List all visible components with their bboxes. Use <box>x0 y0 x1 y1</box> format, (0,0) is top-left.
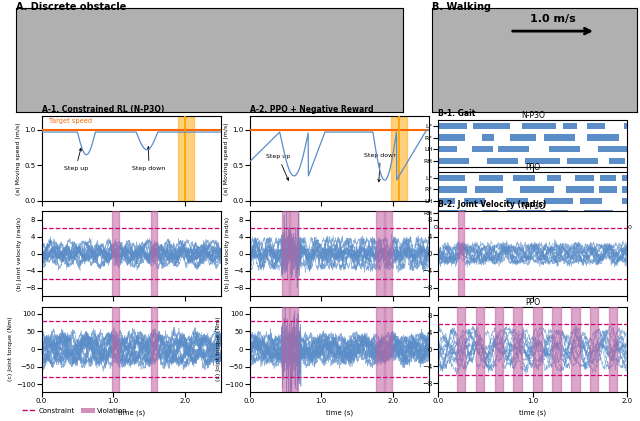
Bar <box>522 123 556 129</box>
Bar <box>112 306 118 392</box>
Text: Step down: Step down <box>132 147 166 171</box>
Bar <box>571 306 580 392</box>
Bar <box>506 198 528 204</box>
Bar <box>545 134 575 141</box>
Bar <box>580 198 602 204</box>
Bar <box>508 210 545 216</box>
Bar <box>623 123 627 129</box>
Bar <box>458 211 464 296</box>
Bar <box>151 306 157 392</box>
Bar <box>438 146 456 152</box>
Bar <box>438 210 466 216</box>
Bar <box>438 198 456 204</box>
Bar <box>621 186 627 193</box>
Text: Acceleration: Acceleration <box>381 211 420 216</box>
Bar <box>584 210 614 216</box>
Bar <box>551 210 568 216</box>
Bar <box>622 175 627 181</box>
Bar <box>472 146 493 152</box>
Text: A-1. Constrained RL (N-P3O): A-1. Constrained RL (N-P3O) <box>42 105 164 114</box>
Bar <box>563 123 577 129</box>
Bar <box>438 123 467 129</box>
Bar <box>457 306 465 392</box>
Bar <box>282 306 289 392</box>
Text: A-2. PPO + Negative Reward: A-2. PPO + Negative Reward <box>250 105 373 114</box>
Bar <box>609 306 618 392</box>
Bar <box>525 158 560 164</box>
Bar <box>438 134 465 141</box>
Bar <box>282 211 289 296</box>
Bar <box>291 211 298 296</box>
Text: Step up: Step up <box>266 154 291 180</box>
Y-axis label: (b) Joint velocity (rad/s): (b) Joint velocity (rad/s) <box>17 216 22 291</box>
Bar <box>479 175 503 181</box>
Title: N-P3O: N-P3O <box>521 202 545 211</box>
Text: Deceleration: Deceleration <box>166 211 207 216</box>
Bar <box>391 116 407 201</box>
Text: Target speed: Target speed <box>49 118 92 125</box>
Bar <box>599 186 616 193</box>
Bar <box>438 175 465 181</box>
Bar <box>622 198 627 204</box>
Bar <box>476 306 484 392</box>
Bar <box>566 186 594 193</box>
Text: 1.0 m/s: 1.0 m/s <box>530 14 576 24</box>
Bar <box>544 198 573 204</box>
Bar <box>385 211 392 296</box>
Bar <box>499 146 529 152</box>
Title: PPO: PPO <box>525 298 540 306</box>
Bar <box>385 306 392 392</box>
Title: PPO: PPO <box>525 163 540 172</box>
Y-axis label: (a) Moving speed (m/s): (a) Moving speed (m/s) <box>17 122 21 195</box>
Y-axis label: (a) Moving speed (m/s): (a) Moving speed (m/s) <box>225 122 229 195</box>
X-axis label: time (s): time (s) <box>326 409 353 416</box>
Bar <box>598 146 627 152</box>
Bar <box>495 306 503 392</box>
Text: Step down: Step down <box>364 152 397 182</box>
Bar <box>482 134 494 141</box>
Bar <box>590 306 598 392</box>
Bar <box>588 123 605 129</box>
Text: Step up: Step up <box>63 148 88 171</box>
X-axis label: time (s): time (s) <box>118 409 145 416</box>
Bar <box>513 306 522 392</box>
Bar <box>438 186 467 193</box>
Bar <box>376 306 383 392</box>
Bar <box>483 210 498 216</box>
Bar <box>575 175 593 181</box>
Bar <box>552 306 561 392</box>
X-axis label: time (s): time (s) <box>521 235 545 240</box>
Bar <box>178 116 195 201</box>
Title: N-P3O: N-P3O <box>521 111 545 120</box>
Y-axis label: (b) Joint velocity (rad/s): (b) Joint velocity (rad/s) <box>225 216 230 291</box>
Bar <box>548 146 580 152</box>
Bar <box>112 211 118 296</box>
Bar <box>473 123 509 129</box>
Text: B. Walking: B. Walking <box>432 2 491 12</box>
Text: A. Discrete obstacle: A. Discrete obstacle <box>16 2 126 12</box>
Bar <box>291 306 298 392</box>
Bar <box>510 134 536 141</box>
Bar <box>533 306 542 392</box>
Bar <box>567 158 598 164</box>
Bar <box>609 158 625 164</box>
Text: B-1. Gait: B-1. Gait <box>438 109 476 118</box>
X-axis label: time (s): time (s) <box>519 409 547 416</box>
Bar <box>151 211 157 296</box>
Bar <box>547 175 561 181</box>
Bar <box>513 175 534 181</box>
Bar <box>376 211 383 296</box>
Bar <box>464 198 485 204</box>
Y-axis label: (c) Joint torque (Nm): (c) Joint torque (Nm) <box>8 317 13 381</box>
Bar <box>588 134 619 141</box>
Bar <box>600 175 616 181</box>
Bar <box>520 186 554 193</box>
Y-axis label: (c) Joint torque (Nm): (c) Joint torque (Nm) <box>216 317 221 381</box>
Legend: Constraint, Violation: Constraint, Violation <box>19 405 131 417</box>
Bar <box>438 158 468 164</box>
Bar <box>487 158 518 164</box>
Text: B-2. Joint Velocity (rad/s): B-2. Joint Velocity (rad/s) <box>438 200 547 209</box>
Bar <box>476 186 504 193</box>
